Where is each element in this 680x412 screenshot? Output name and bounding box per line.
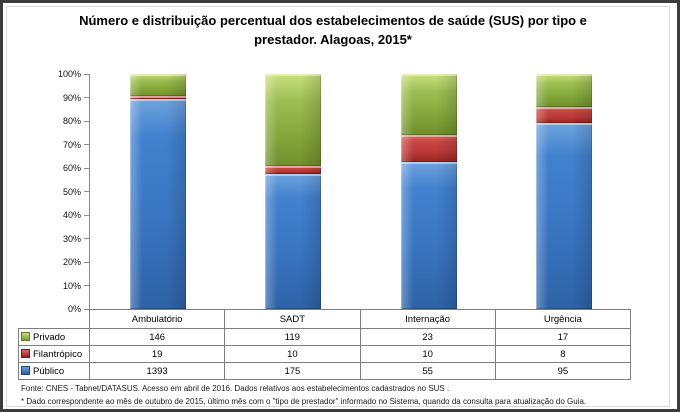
y-axis-tick-30 <box>84 238 89 239</box>
segment-publico-internacao <box>400 162 457 309</box>
y-axis-label-50: 50% <box>62 186 81 197</box>
bar-internacao <box>400 74 457 309</box>
y-axis-tick-70 <box>84 144 89 145</box>
table-header-ambulatorio: Ambulatório <box>88 309 226 329</box>
y-axis-tick-80 <box>84 120 89 122</box>
y-axis-tick-10 <box>84 285 89 286</box>
legend-swatch-publico-icon <box>21 365 30 375</box>
y-axis-ticks <box>84 73 89 310</box>
y-axis-label-40: 40% <box>62 210 81 220</box>
segment-publico-sadt <box>265 173 322 309</box>
value-filantropico-ambulatorio: 19 <box>88 345 226 363</box>
segment-filantropico-internacao <box>400 135 457 163</box>
chart-title-line1: Número e distribuição percentual dos est… <box>79 13 587 28</box>
y-axis-label-10: 10% <box>62 280 81 291</box>
table-header-sadt: SADT <box>224 309 361 329</box>
value-filantropico-sadt: 10 <box>224 345 361 363</box>
y-axis-label-90: 90% <box>62 92 81 103</box>
y-axis-tick-50 <box>84 191 89 192</box>
table-header-row: Ambulatório SADT Internação Urgência <box>19 309 632 329</box>
segment-privado-internacao <box>400 74 457 136</box>
legend-cell-publico: Público <box>18 362 90 380</box>
value-privado-urgencia: 17 <box>494 328 632 346</box>
segment-filantropico-urgencia <box>536 107 593 123</box>
value-filantropico-urgencia: 8 <box>494 345 632 363</box>
value-privado-ambulatorio: 146 <box>88 328 226 346</box>
segment-privado-sadt <box>265 74 322 166</box>
bar-urgencia <box>536 74 593 309</box>
legend-cell-privado: Privado <box>18 328 90 346</box>
y-axis-tick-60 <box>84 167 89 169</box>
legend-label-publico: Público <box>33 365 65 377</box>
footer-source: Fonte: CNES - Tabnet/DATASUS. Acesso em … <box>21 384 450 393</box>
y-axis-tick-20 <box>84 261 89 263</box>
value-publico-ambulatorio: 1393 <box>88 362 226 380</box>
bar-ambulatorio <box>129 74 186 309</box>
segment-publico-urgencia <box>536 122 593 309</box>
y-axis-label-30: 30% <box>62 233 81 244</box>
bar-sadt <box>265 74 322 309</box>
table-row-privado: Privado 146 119 23 17 <box>18 328 632 346</box>
value-filantropico-internacao: 10 <box>359 345 496 363</box>
value-publico-sadt: 175 <box>224 362 361 380</box>
value-publico-urgencia: 95 <box>494 362 632 380</box>
table-row-filantropico: Filantrópico 19 10 10 8 <box>18 345 632 363</box>
segment-privado-urgencia <box>536 74 593 108</box>
value-publico-internacao: 55 <box>359 362 496 380</box>
y-axis-tick-0 <box>84 308 89 310</box>
table-corner-cell <box>19 310 90 329</box>
value-privado-sadt: 119 <box>224 328 361 346</box>
legend-swatch-privado-icon <box>21 331 30 341</box>
bars-container <box>90 74 632 309</box>
y-axis-label-80: 80% <box>62 116 81 126</box>
y-axis-label-0: 0% <box>67 304 81 314</box>
segment-filantropico-sadt <box>265 165 322 174</box>
y-axis-label-60: 60% <box>62 163 81 173</box>
y-axis-labels: 0% 10% 20% 30% 40% 50% 60% 70% 80% 90% 100% <box>3 69 81 314</box>
y-axis-label-100: 100% <box>57 69 81 79</box>
y-axis-tick-100 <box>84 73 89 75</box>
y-axis-label-70: 70% <box>62 139 81 150</box>
table-row-publico: Público 1393 175 55 95 <box>18 362 632 380</box>
segment-publico-ambulatorio <box>129 98 186 309</box>
chart-title: Número e distribuição percentual dos est… <box>3 11 663 49</box>
legend-swatch-filantropico-icon <box>21 348 30 358</box>
y-axis-tick-90 <box>84 97 89 98</box>
plot-area <box>89 74 632 309</box>
chart-title-line2: prestador. Alagoas, 2015* <box>254 32 412 47</box>
table-header-urgencia: Urgência <box>494 309 632 329</box>
footer-note: * Dado correspondente ao mês de outubro … <box>21 397 587 406</box>
segment-privado-ambulatorio <box>129 74 186 97</box>
table-header-internacao: Internação <box>359 309 496 329</box>
legend-label-filantropico: Filantrópico <box>33 348 83 360</box>
legend-cell-filantropico: Filantrópico <box>18 345 90 363</box>
value-privado-internacao: 23 <box>359 328 496 346</box>
y-axis-label-20: 20% <box>62 257 81 267</box>
data-table: Ambulatório SADT Internação Urgência Privado… <box>18 309 632 380</box>
legend-label-privado: Privado <box>33 331 66 343</box>
segment-filantropico-ambulatorio <box>129 96 186 99</box>
y-axis-tick-40 <box>84 214 89 216</box>
